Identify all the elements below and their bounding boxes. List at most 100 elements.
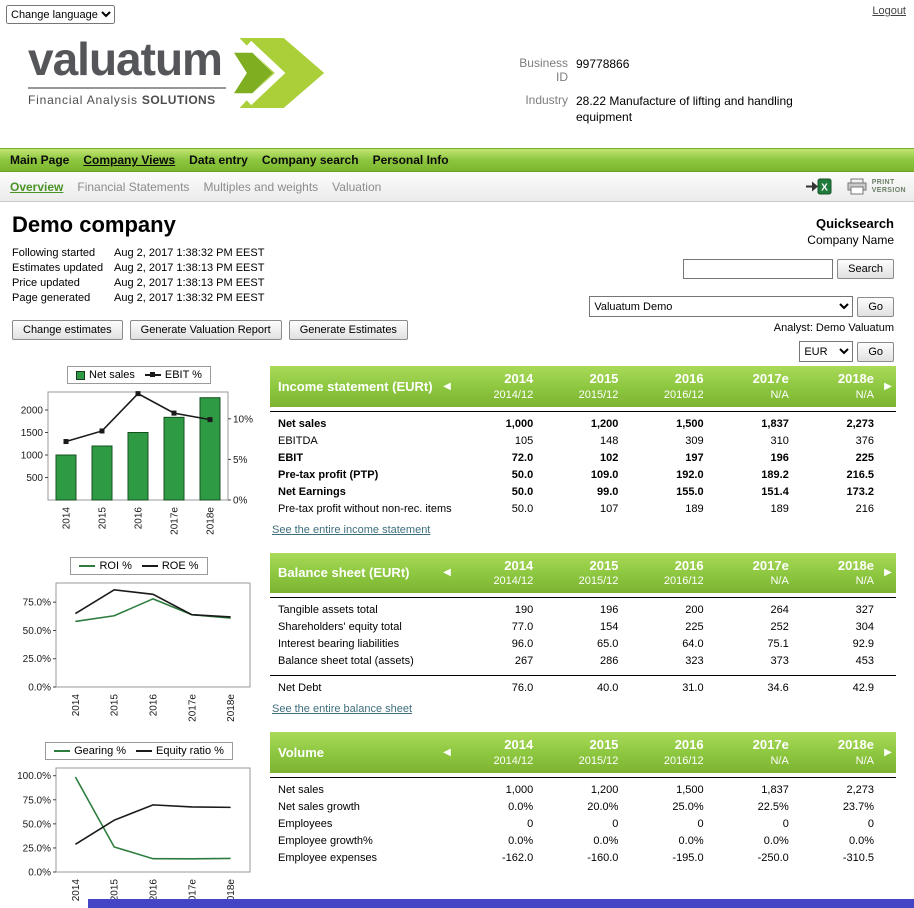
legend-swatch-line-marker-icon	[144, 372, 161, 377]
sub-nav-item-overview[interactable]: Overview	[10, 179, 64, 194]
table-row-employees: Employees 0 0 0 0 0	[270, 816, 896, 833]
search-button[interactable]: Search	[837, 259, 894, 279]
row-value: -195.0	[672, 851, 704, 864]
row-value: 50.0	[511, 468, 534, 481]
y-tick-label: 500	[26, 473, 43, 484]
svg-text:X: X	[821, 183, 828, 194]
logout-link[interactable]: Logout	[872, 5, 906, 17]
business-id-row: Business ID 99778866	[506, 56, 816, 84]
scroll-right-arrow-icon[interactable]: ▶	[884, 567, 892, 579]
row-value: 286	[600, 655, 619, 668]
row-value: 216	[855, 502, 875, 515]
income-statement-link[interactable]: See the entire income statement	[272, 523, 431, 536]
row-label: Interest bearing liabilities	[278, 638, 400, 651]
main-nav-item-company-search[interactable]: Company search	[261, 153, 359, 167]
scroll-right-arrow-icon[interactable]: ▶	[884, 380, 892, 392]
table-row-interest-bearing-liabilities: Interest bearing liabilities 96.0 65.0 64.0…	[270, 636, 896, 653]
legend-item-equity-ratio: Equity ratio %	[136, 745, 224, 757]
row-value: 50.0	[511, 485, 534, 498]
sub-nav-item-multiples-and-weights[interactable]: Multiples and weights	[203, 179, 319, 194]
meta-row: Estimates updated Aug 2, 2017 1:38:13 PM …	[12, 261, 467, 276]
row-value: 72.0	[511, 451, 534, 464]
column-period: 2016/12	[663, 755, 704, 768]
main-nav-item-data-entry[interactable]: Data entry	[189, 153, 248, 167]
change-estimates-button[interactable]: Change estimates	[12, 320, 123, 340]
industry-value: 28.22 Manufacture of lifting and handlin…	[576, 94, 793, 125]
x-tick-label: 2014	[71, 694, 82, 717]
row-value: 264	[770, 604, 789, 617]
excel-export-icon[interactable]: X	[805, 178, 832, 195]
print-version-button[interactable]: PRINT VERSION	[846, 178, 906, 195]
row-value: 216.5	[846, 468, 875, 481]
generate-valuation-report-button[interactable]: Generate Valuation Report	[129, 320, 282, 340]
scroll-left-arrow-icon[interactable]: ◀	[443, 380, 451, 392]
meta-row: Following started Aug 2, 2017 1:38:32 PM …	[12, 246, 467, 261]
column-header-2014: 2014 2014/12	[454, 736, 539, 769]
balance-sheet-link[interactable]: See the entire balance sheet	[272, 703, 413, 716]
change-language-select[interactable]: Change language	[6, 5, 115, 24]
row-value: 0.0%	[848, 834, 875, 847]
company-go-button[interactable]: Go	[857, 296, 894, 317]
column-year: 2016	[674, 371, 704, 386]
row-value: 1,000	[505, 783, 534, 796]
chart-legend: Gearing % Equity ratio %	[10, 742, 268, 760]
currency-go-button[interactable]: Go	[857, 341, 894, 362]
row-value: 225	[855, 451, 875, 464]
x-tick-label: 2015	[110, 694, 121, 717]
quicksearch-title: Quicksearch	[815, 216, 894, 231]
meta-value: Aug 2, 2017 1:38:32 PM EEST	[114, 247, 265, 259]
balance-sheet-body: Tangible assets total 190 196 200 264 327 Shar…	[270, 597, 896, 697]
scroll-left-arrow-icon[interactable]: ◀	[443, 567, 451, 579]
quicksearch-row: Search	[683, 259, 894, 279]
sub-nav-item-financial-statements[interactable]: Financial Statements	[77, 179, 190, 194]
column-header-2018e: 2018e N/A	[795, 736, 880, 769]
logo-tagline-text: Financial Analysis	[28, 93, 142, 107]
x-tick-label: 2016	[149, 694, 160, 717]
row-value: -162.0	[502, 851, 534, 864]
column-period: N/A	[855, 388, 875, 401]
main-nav-item-personal-info[interactable]: Personal Info	[372, 153, 449, 167]
row-label: Net Earnings	[278, 485, 346, 498]
column-period: 2016/12	[663, 388, 704, 401]
row-value: 373	[770, 655, 789, 668]
row-value: 376	[855, 434, 875, 447]
industry-label: Industry	[525, 93, 568, 107]
row-value: 189	[685, 502, 704, 515]
currency-select-row: EUR Go	[799, 341, 894, 362]
currency-select[interactable]: EUR	[799, 341, 854, 362]
scroll-left-arrow-icon[interactable]: ◀	[443, 746, 451, 758]
table-row-tangible-assets-total: Tangible assets total 190 196 200 264 327	[270, 602, 896, 619]
main-nav-item-company-views[interactable]: Company Views	[83, 153, 176, 167]
company-name-search-input[interactable]	[683, 259, 834, 279]
x-tick-label: 2014	[71, 879, 82, 902]
legend-swatch-line-icon	[136, 750, 153, 752]
valuatum-logo[interactable]: valuatum Financial Analysis SOLUTIONS	[28, 34, 326, 110]
sub-nav-item-valuation[interactable]: Valuation	[332, 179, 382, 194]
row-value: 92.9	[852, 638, 875, 651]
scroll-right-arrow-icon[interactable]: ▶	[884, 746, 892, 758]
table-row-net-earnings: Net Earnings 50.0 99.0 155.0 151.4 173.2	[270, 484, 896, 501]
row-value: 190	[514, 604, 534, 617]
table-row-net-sales: Net sales 1,000 1,200 1,500 1,837 2,273	[270, 782, 896, 799]
legend-swatch-line-icon	[141, 565, 158, 567]
legend-swatch-line-icon	[79, 565, 96, 567]
print-label-line2: VERSION	[871, 186, 906, 194]
column-year: 2015	[589, 371, 619, 386]
column-header-2014: 2014 2014/12	[454, 370, 539, 403]
line-equity-ratio	[74, 804, 231, 845]
main-nav-item-main-page[interactable]: Main Page	[10, 153, 70, 167]
company-select[interactable]: Valuatum Demo	[589, 296, 854, 317]
legend-box: Net sales EBIT %	[67, 366, 211, 384]
generate-estimates-button[interactable]: Generate Estimates	[288, 320, 408, 340]
legend-box: ROI % ROE %	[70, 557, 208, 575]
meta-value: Aug 2, 2017 1:38:13 PM EEST	[114, 277, 265, 289]
y-tick-label: 0.0%	[28, 868, 51, 879]
marker-ebit	[207, 417, 213, 423]
row-value: 1,200	[590, 417, 619, 430]
action-buttons: Change estimates Generate Valuation Repor…	[12, 320, 467, 340]
business-id-label: Business ID	[519, 56, 568, 84]
row-value: 0	[612, 817, 619, 830]
row-value: 154	[600, 621, 619, 634]
marker-ebit	[135, 391, 141, 397]
legend-label: Net sales	[89, 369, 135, 381]
